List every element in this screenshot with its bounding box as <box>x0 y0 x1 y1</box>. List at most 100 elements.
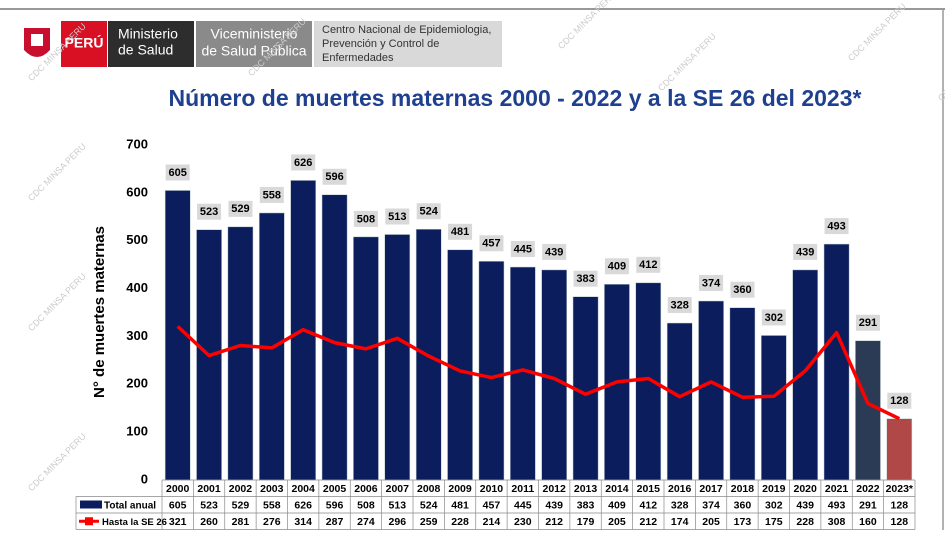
table-cell: 596 <box>326 500 344 512</box>
bar <box>227 226 254 481</box>
data-label-box <box>793 243 818 260</box>
data-label-box <box>667 297 692 314</box>
data-label-box <box>855 314 880 331</box>
x-tick-label: 2015 <box>637 483 661 495</box>
data-label-box <box>761 309 786 326</box>
center-text: Enfermedades <box>322 52 394 64</box>
table-cell: 281 <box>232 516 250 528</box>
data-label: 412 <box>639 259 657 271</box>
data-label-box <box>197 203 222 220</box>
y-tick-label: 600 <box>126 184 148 199</box>
data-label-box <box>604 258 629 275</box>
x-tick-label: 2012 <box>543 483 567 495</box>
data-label: 291 <box>859 317 877 329</box>
data-label-box <box>385 208 410 225</box>
data-label-box <box>510 241 535 258</box>
y-tick-label: 100 <box>126 424 148 439</box>
table-cell: 558 <box>263 500 281 512</box>
table-cell: 481 <box>451 500 469 512</box>
data-label: 360 <box>733 284 751 296</box>
data-label: 128 <box>890 395 908 407</box>
data-label-box <box>699 275 724 292</box>
table-cell: 175 <box>765 516 783 528</box>
data-label-box <box>448 223 473 240</box>
data-label: 383 <box>576 273 594 285</box>
table-cell: 179 <box>577 516 595 528</box>
table-cell: 230 <box>514 516 532 528</box>
x-tick-label: 2007 <box>386 483 410 495</box>
x-tick-label: 2003 <box>260 483 284 495</box>
table-cell: 205 <box>608 516 626 528</box>
data-label: 596 <box>325 171 343 183</box>
table-cell: 259 <box>420 516 438 528</box>
peru-text: PERÚ <box>65 34 104 51</box>
center-box <box>314 21 502 67</box>
x-tick-label: 2017 <box>699 483 723 495</box>
x-tick-label: 2019 <box>762 483 786 495</box>
x-tick-label: 2001 <box>197 483 221 495</box>
x-tick-label: 2011 <box>511 483 534 495</box>
data-label: 529 <box>231 203 249 215</box>
table-cell: 383 <box>577 500 595 512</box>
shield <box>31 34 43 46</box>
x-tick-label: 2008 <box>417 483 441 495</box>
bar <box>792 269 818 481</box>
data-label: 481 <box>451 226 469 238</box>
data-label-box <box>291 154 316 171</box>
data-label-box <box>636 256 661 273</box>
data-label-box <box>824 218 849 235</box>
y-tick-label: 500 <box>126 232 148 247</box>
data-label-box <box>730 281 755 298</box>
data-label: 605 <box>169 167 187 179</box>
y-tick-label: 300 <box>126 328 148 343</box>
legend-marker <box>85 517 93 526</box>
data-label: 328 <box>671 299 689 311</box>
table-cell: 508 <box>357 500 375 512</box>
data-label: 523 <box>200 206 218 218</box>
table-cell: 605 <box>169 500 187 512</box>
data-label: 508 <box>357 213 375 225</box>
data-label: 374 <box>702 277 721 289</box>
table-cell: 276 <box>263 516 281 528</box>
data-label-box <box>259 186 284 203</box>
table-cell: 308 <box>828 516 846 528</box>
table-cell: 328 <box>671 500 689 512</box>
table-cell: 174 <box>671 516 689 528</box>
y-tick-label: 400 <box>126 280 148 295</box>
peru-box <box>61 21 107 67</box>
y-tick-label: 200 <box>126 376 148 391</box>
bar <box>698 300 724 481</box>
data-label: 302 <box>765 312 783 324</box>
data-label: 513 <box>388 211 406 223</box>
table-cell: 409 <box>608 500 626 512</box>
line-series <box>176 325 901 421</box>
vice-text: Viceministerio <box>211 26 298 42</box>
data-label: 445 <box>514 243 532 255</box>
table-cell: 457 <box>483 500 501 512</box>
ministry-text: Ministerio <box>118 26 178 42</box>
data-label: 439 <box>545 246 563 258</box>
data-label: 558 <box>263 189 281 201</box>
data-label: 409 <box>608 261 626 273</box>
y-axis-label: N° de muertes maternas <box>91 226 108 398</box>
center-text: Centro Nacional de Epidemiologia, <box>322 24 491 36</box>
plot: 0 100 200 300 400 500 600 700 605 523 529 558 626 596… <box>75 136 916 530</box>
x-tick-label: 2002 <box>229 483 253 495</box>
table-cell: 212 <box>545 516 563 528</box>
x-tick-label: 2016 <box>668 483 692 495</box>
table-cell: 173 <box>734 516 752 528</box>
table-cell: 529 <box>232 500 250 512</box>
data-label-box <box>228 200 253 217</box>
table-cell: 128 <box>891 500 909 512</box>
x-tick-label: 2004 <box>292 483 316 495</box>
table-cell: 291 <box>859 500 877 512</box>
legend-swatch <box>80 500 102 509</box>
legend-label: Total anual <box>104 500 156 511</box>
table-cell: 524 <box>420 500 438 512</box>
vice-text: de Salud Pública <box>201 43 306 59</box>
table-cell: 445 <box>514 500 532 512</box>
legend-label: Hasta la SE 26 <box>102 517 167 528</box>
header: PERÚ Ministerio de Salud Viceministerio … <box>24 21 502 67</box>
table-cell: 214 <box>483 516 501 528</box>
